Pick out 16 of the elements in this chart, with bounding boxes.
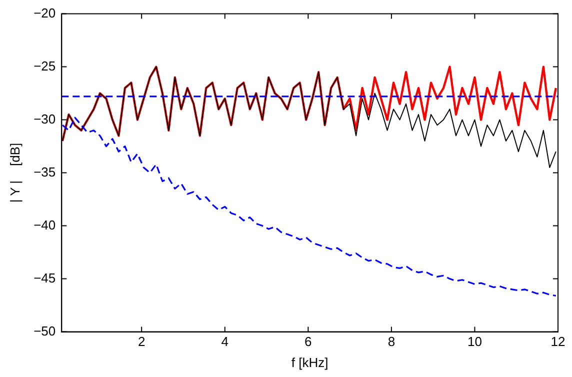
y-tick-label: −45: [34, 270, 56, 286]
x-tick-label: 4: [221, 334, 228, 350]
y-tick-label: −40: [34, 217, 56, 232]
x-tick-label: 8: [388, 334, 396, 350]
y-axis-title: | Y | [dB]: [7, 142, 22, 203]
y-tick-label: −50: [34, 323, 56, 338]
y-tick-label: −35: [34, 164, 56, 180]
line-series: [62, 116, 557, 297]
x-tick-label: 6: [304, 334, 312, 350]
y-tick-label: −25: [34, 58, 56, 74]
x-tick-label: 12: [550, 334, 566, 350]
x-axis-title: f [kHz]: [291, 354, 328, 370]
y-tick-label: −30: [34, 111, 56, 126]
x-tick-label: 10: [467, 334, 482, 350]
y-tick-label: −20: [34, 5, 56, 20]
x-tick-label: 2: [138, 334, 146, 350]
